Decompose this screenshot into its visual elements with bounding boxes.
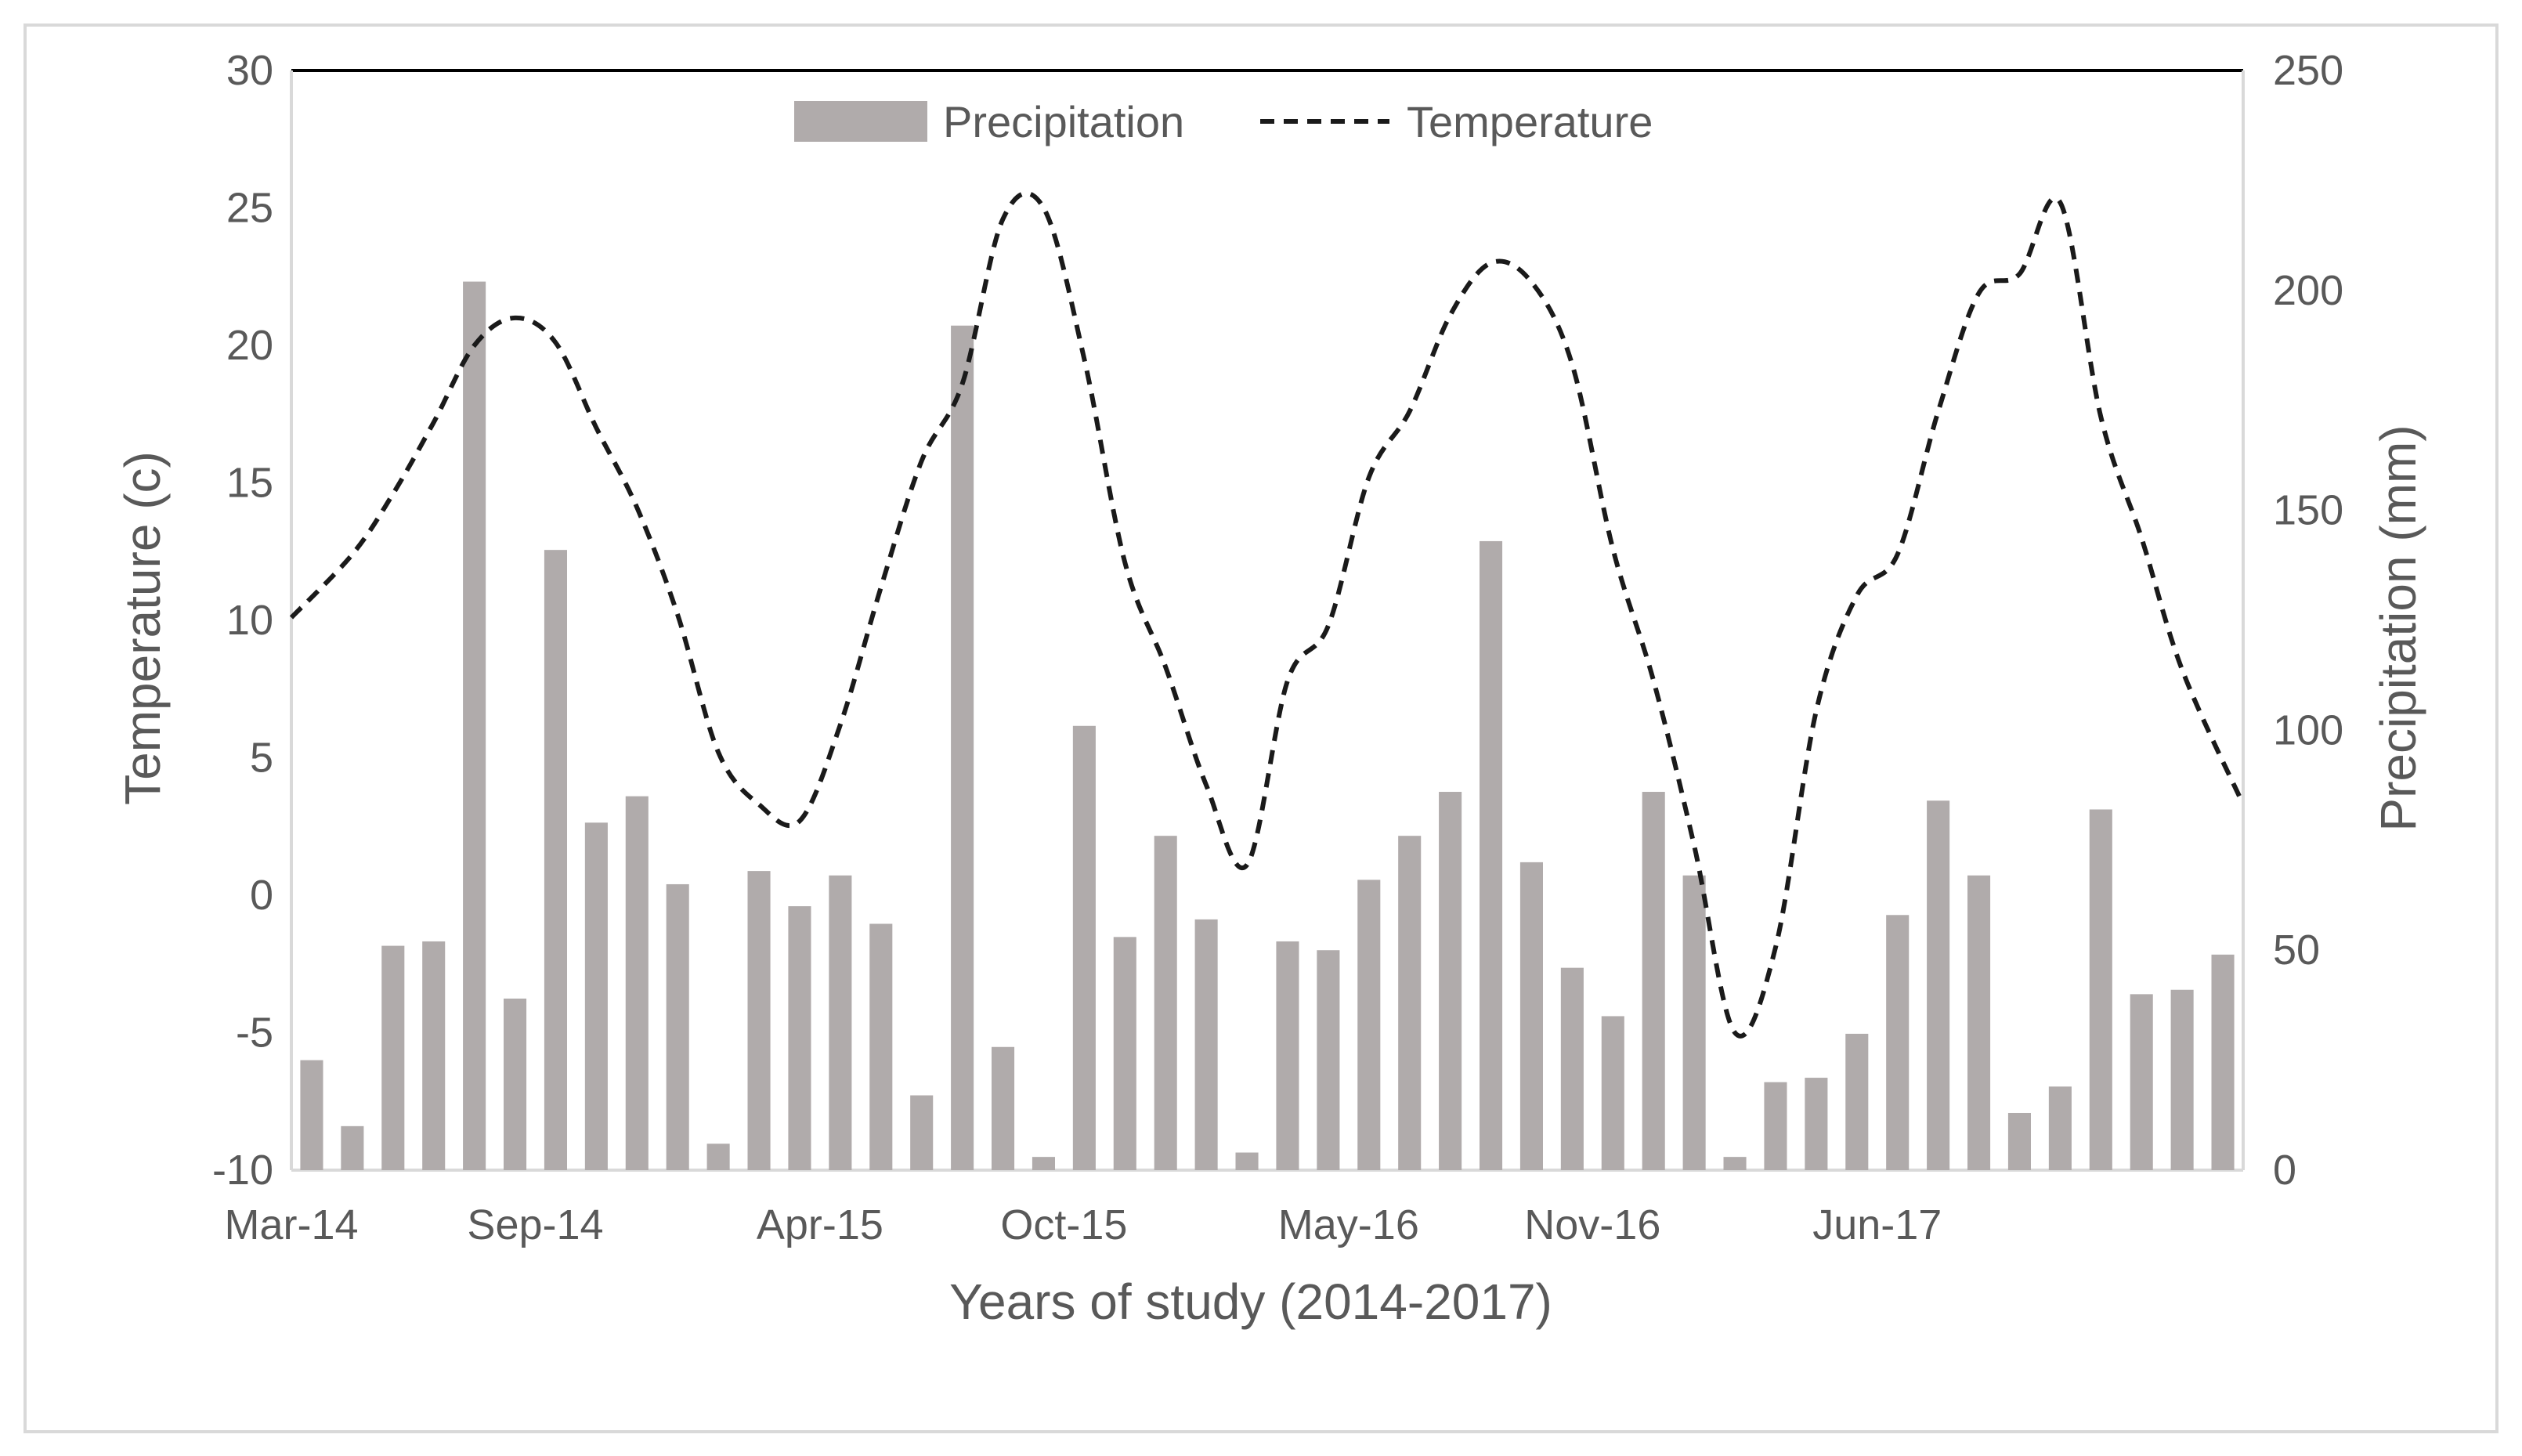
- precipitation-bar: [1032, 1157, 1055, 1170]
- legend-temperature-label: Temperature: [1407, 97, 1653, 146]
- precipitation-bar: [1886, 915, 1910, 1170]
- precipitation-bar: [1317, 950, 1340, 1170]
- precipitation-bar: [422, 941, 446, 1170]
- precipitation-bar: [1276, 941, 1299, 1170]
- precipitation-bar: [1682, 875, 1706, 1170]
- precipitation-bar: [625, 796, 649, 1170]
- precipitation-bar: [2007, 1112, 2031, 1170]
- y-left-tick-label: 0: [250, 872, 273, 919]
- x-axis-title: Years of study (2014-2017): [949, 1274, 1552, 1330]
- precipitation-bar: [706, 1143, 730, 1170]
- precipitation-bar: [2130, 994, 2153, 1170]
- precipitation-bar: [992, 1046, 1015, 1170]
- legend-precipitation-label: Precipitation: [943, 97, 1184, 146]
- y-left-tick-label: -5: [236, 1010, 273, 1057]
- precipitation-bar: [1113, 937, 1136, 1170]
- y-right-tick-label: 100: [2273, 706, 2343, 753]
- precipitation-bar: [1967, 875, 1991, 1170]
- y-right-tick-label: 0: [2273, 1147, 2296, 1194]
- precipitation-bar: [910, 1095, 934, 1170]
- precipitation-bar: [584, 822, 608, 1170]
- x-tick-label: May-16: [1278, 1201, 1419, 1248]
- precipitation-bar: [2089, 809, 2112, 1170]
- precipitation-bar: [2170, 989, 2194, 1170]
- precipitation-bar: [463, 281, 486, 1170]
- y-right-tick-label: 150: [2273, 487, 2343, 534]
- precipitation-bar: [2211, 954, 2235, 1170]
- y-right-tick-label: 50: [2273, 927, 2320, 974]
- precipitation-bar: [869, 923, 893, 1170]
- temperature-line-layer: [289, 190, 2246, 1039]
- precipitation-bar: [1398, 836, 1422, 1170]
- precipitation-bar: [1439, 792, 1462, 1170]
- precipitation-bar: [1194, 919, 1218, 1170]
- precipitation-bar: [1154, 836, 1177, 1170]
- precipitation-bar: [829, 875, 852, 1170]
- y-left-tick-label: -10: [212, 1147, 273, 1194]
- precipitation-bar: [300, 1060, 323, 1170]
- legend-precipitation-swatch: [794, 101, 927, 142]
- precipitation-bar: [341, 1125, 364, 1170]
- y-left-tick-label: 20: [226, 322, 273, 369]
- precipitation-bar: [381, 945, 405, 1170]
- precipitation-bar: [1845, 1033, 1869, 1170]
- axis-lines: [290, 69, 2245, 1172]
- y-left-tick-label: 10: [226, 597, 273, 644]
- precipitation-bar: [1560, 967, 1584, 1170]
- x-tick-label: Oct-15: [1000, 1201, 1127, 1248]
- precipitation-bar: [1642, 792, 1665, 1170]
- y-left-tick-label: 5: [250, 735, 273, 782]
- precipitation-bar: [1927, 800, 1950, 1170]
- precipitation-bar: [788, 906, 811, 1170]
- x-tick-label: Mar-14: [224, 1201, 358, 1248]
- x-tick-label: Apr-15: [757, 1201, 883, 1248]
- temperature-line: [289, 190, 2246, 1039]
- y-left-tick-label: 30: [226, 47, 273, 94]
- x-tick-label: Jun-17: [1812, 1201, 1942, 1248]
- legend: Precipitation Temperature: [794, 97, 1653, 146]
- precipitation-bar: [2048, 1086, 2072, 1170]
- precipitation-bar: [544, 550, 567, 1170]
- precipitation-bar: [504, 998, 527, 1170]
- y-left-tick-label: 15: [226, 460, 273, 507]
- precipitation-bar: [1357, 880, 1381, 1170]
- y-axis-right-title: Precipitation (mm): [2370, 425, 2426, 831]
- precipitation-bar: [747, 871, 771, 1170]
- precipitation-bar: [1480, 540, 1503, 1170]
- precipitation-bar: [666, 883, 689, 1170]
- precipitation-bar: [1519, 862, 1543, 1170]
- precipitation-bar: [1072, 725, 1096, 1170]
- y-right-tick-label: 250: [2273, 47, 2343, 94]
- y-left-tick-label: 25: [226, 185, 273, 232]
- precipitation-bar: [1764, 1082, 1787, 1170]
- precipitation-bar: [1235, 1152, 1259, 1170]
- x-tick-label: Sep-14: [467, 1201, 603, 1248]
- chart-frame: 30 25 20 15 10 5 0 -5 -10 250 200 150 100 50 0 Mar-14 Se…: [23, 23, 2499, 1433]
- precipitation-bars: [300, 281, 2235, 1170]
- precipitation-bar: [951, 325, 974, 1170]
- y-axis-left-title: Temperature (c): [114, 451, 171, 805]
- y-right-tick-label: 200: [2273, 267, 2343, 314]
- precipitation-bar: [1805, 1078, 1828, 1170]
- precipitation-bar: [1601, 1016, 1624, 1170]
- x-tick-label: Nov-16: [1524, 1201, 1660, 1248]
- precipitation-bar: [1723, 1157, 1747, 1170]
